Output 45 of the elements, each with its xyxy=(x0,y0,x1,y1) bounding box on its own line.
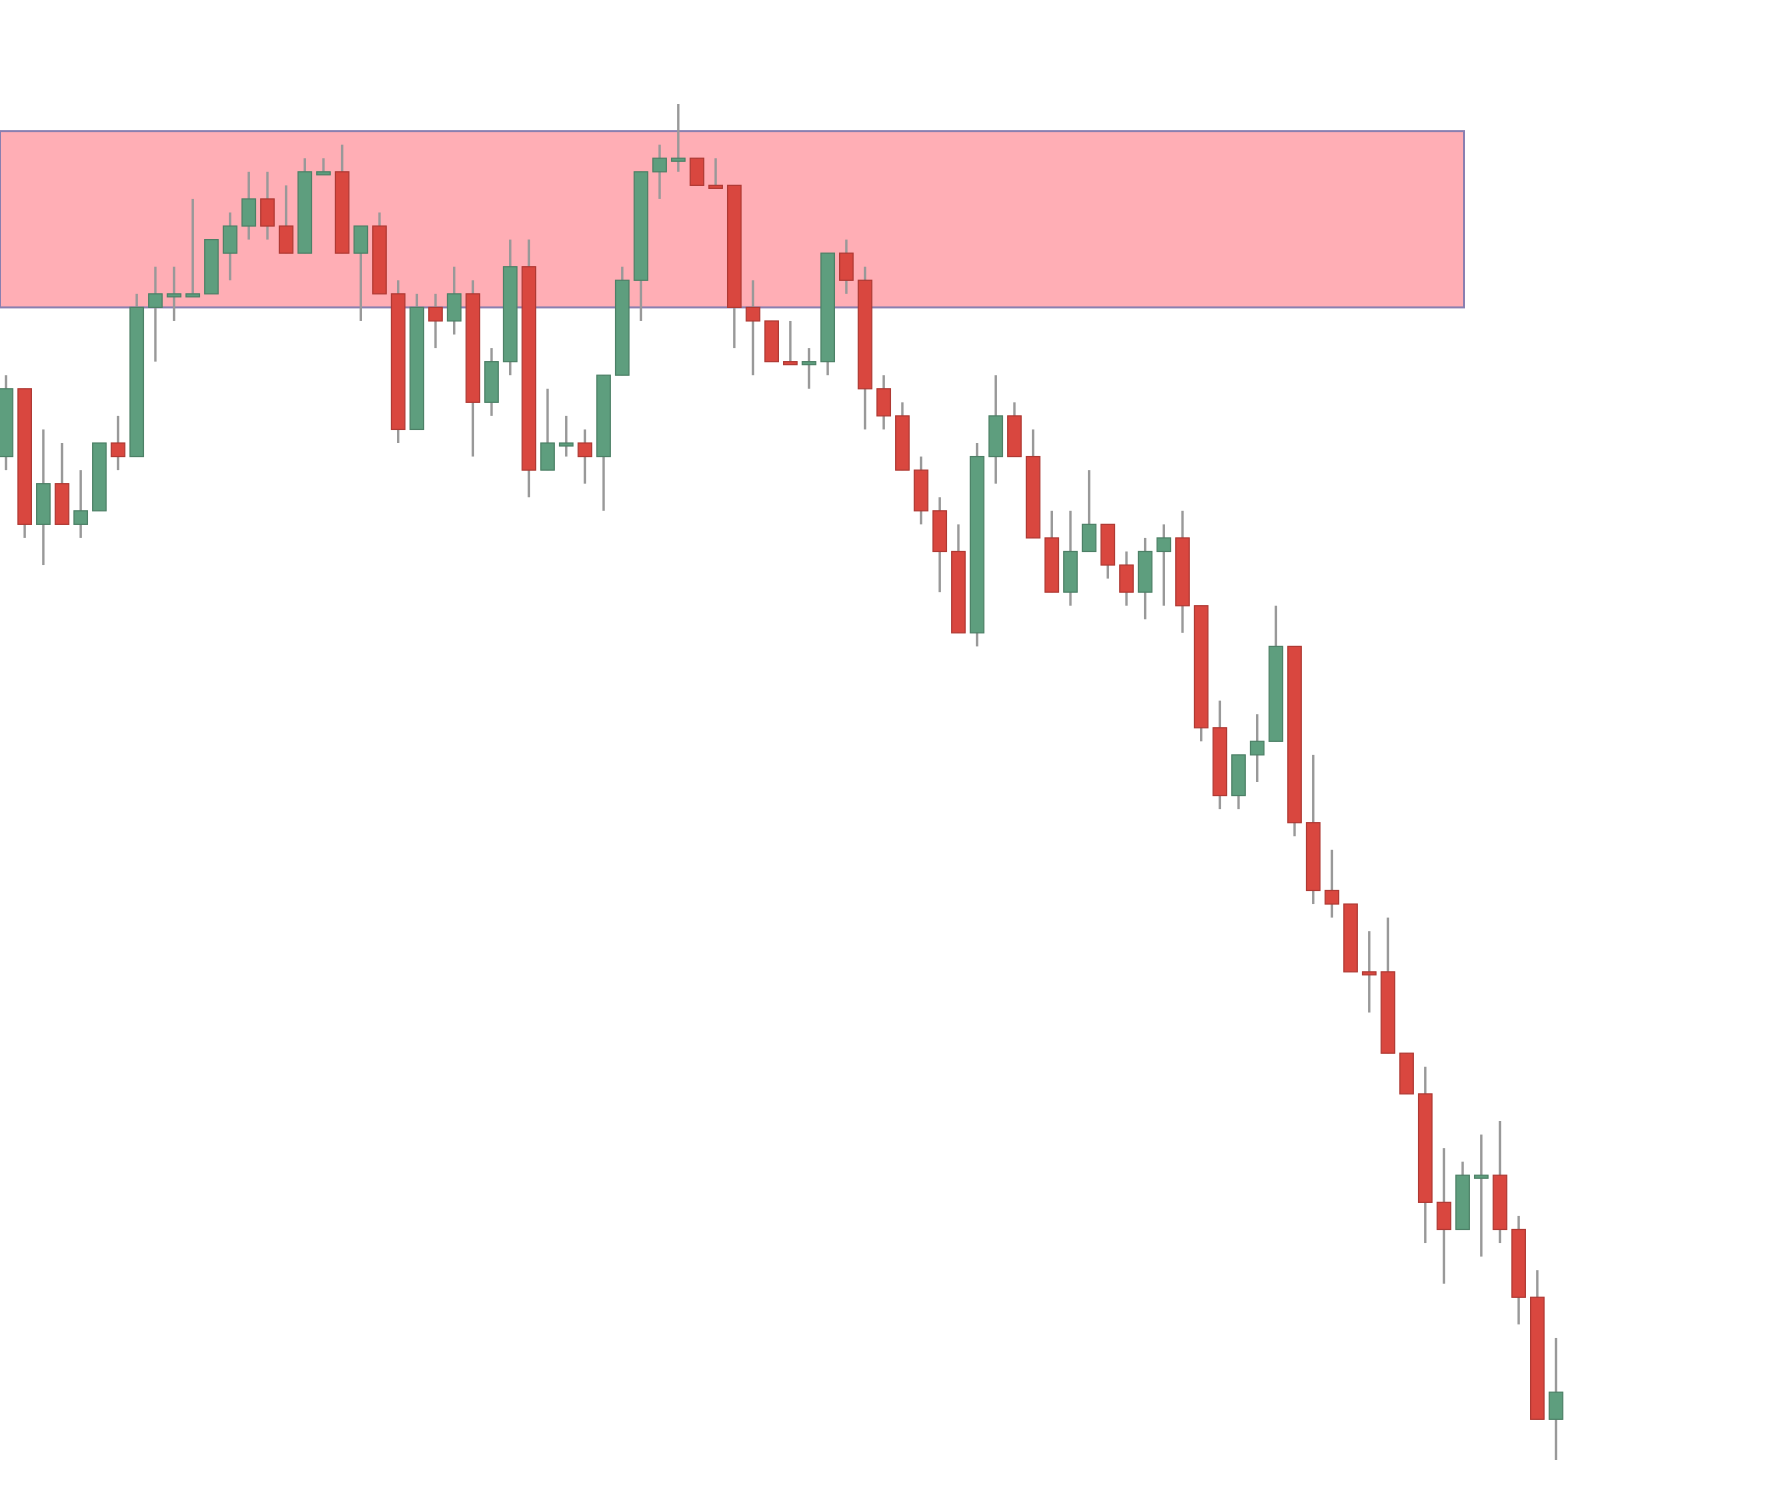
candlestick xyxy=(689,157,705,186)
candlestick xyxy=(932,496,948,594)
candlestick xyxy=(1324,848,1340,919)
candlestick xyxy=(670,102,686,173)
candlestick xyxy=(1436,1146,1452,1285)
candlestick xyxy=(801,346,817,390)
candlestick xyxy=(558,414,574,458)
candlestick xyxy=(540,387,555,472)
candlestick xyxy=(1249,713,1265,784)
candlestick xyxy=(241,170,257,241)
candlestick xyxy=(839,238,854,296)
candlestick xyxy=(428,292,443,350)
candlestick xyxy=(764,320,779,363)
candlestick xyxy=(652,143,667,201)
candlestick xyxy=(1399,1052,1414,1095)
candlestick xyxy=(783,319,798,366)
candlestick xyxy=(36,428,51,567)
candlestick xyxy=(988,374,1004,485)
candlestick xyxy=(166,265,182,323)
candlestick xyxy=(745,279,761,377)
candlestick xyxy=(278,184,294,255)
candlestick xyxy=(185,197,201,298)
candlestick xyxy=(1063,509,1078,607)
candlestick xyxy=(484,346,499,418)
candlestick xyxy=(1119,550,1134,607)
candlestick xyxy=(1081,468,1097,553)
candlestick xyxy=(1548,1336,1564,1462)
candlestick xyxy=(1473,1133,1489,1258)
candlestick xyxy=(446,265,462,336)
candlestick xyxy=(1100,523,1116,580)
candlestick xyxy=(353,224,369,323)
candlestick xyxy=(876,374,892,431)
candlestick xyxy=(1007,401,1022,458)
candlestick xyxy=(73,468,89,540)
candlestick xyxy=(110,414,126,472)
candlestick xyxy=(222,211,238,282)
candlestick xyxy=(316,157,331,176)
candlestick xyxy=(54,441,70,526)
candlestick xyxy=(1231,753,1246,811)
candlestick xyxy=(148,265,163,363)
candlestick xyxy=(1361,929,1377,1014)
candlestick xyxy=(708,157,723,189)
candlestick xyxy=(913,455,929,526)
candlestick xyxy=(577,428,593,485)
candlestick xyxy=(260,170,275,241)
